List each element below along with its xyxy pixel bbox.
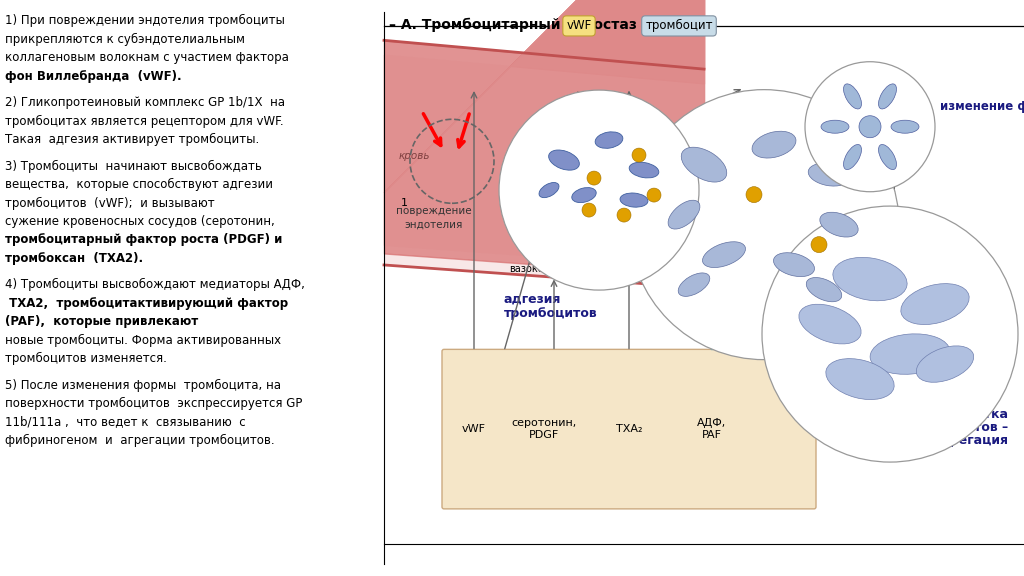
Ellipse shape <box>833 257 907 301</box>
Text: тромбоцитарный фактор роста (PDGF) и: тромбоцитарный фактор роста (PDGF) и <box>5 233 283 247</box>
Text: тромбоцитов изменяется.: тромбоцитов изменяется. <box>5 352 167 365</box>
Ellipse shape <box>629 162 658 178</box>
Text: тромбоцитах является рецептором для vWF.: тромбоцитах является рецептором для vWF. <box>5 115 284 128</box>
Text: 1) При повреждении эндотелия тромбоциты: 1) При повреждении эндотелия тромбоциты <box>5 14 285 28</box>
Text: активация: активация <box>656 217 731 230</box>
Text: АДФ,
PAF: АДФ, PAF <box>697 418 727 440</box>
Circle shape <box>762 206 1018 462</box>
Ellipse shape <box>879 84 896 109</box>
Ellipse shape <box>844 84 861 109</box>
Ellipse shape <box>870 334 950 374</box>
Ellipse shape <box>821 120 849 133</box>
Ellipse shape <box>621 193 648 207</box>
Text: адгезия: адгезия <box>504 292 561 305</box>
Text: 3: 3 <box>728 293 735 306</box>
Text: 11b/111a ,  что ведет к  связыванию  с: 11b/111a , что ведет к связыванию с <box>5 415 246 429</box>
Text: 4: 4 <box>810 194 817 207</box>
Ellipse shape <box>825 359 894 400</box>
Text: 4) Тромбоциты высвобождают медиаторы АДФ,: 4) Тромбоциты высвобождают медиаторы АДФ… <box>5 278 305 291</box>
Text: vWF: vWF <box>462 424 486 434</box>
Circle shape <box>632 148 646 162</box>
Circle shape <box>805 62 935 192</box>
Text: тромбоцитов –: тромбоцитов – <box>904 421 1008 434</box>
Text: эндотелия: эндотелия <box>404 219 463 229</box>
Ellipse shape <box>891 120 919 133</box>
Ellipse shape <box>916 346 974 382</box>
Text: вещества,  которые способствуют адгезии: вещества, которые способствуют адгезии <box>5 178 273 191</box>
Text: ТХА2,  тромбоцитактивирующий фактор: ТХА2, тромбоцитактивирующий фактор <box>5 297 288 310</box>
Text: сужение кровеносных сосудов (серотонин,: сужение кровеносных сосудов (серотонин, <box>5 215 274 228</box>
Ellipse shape <box>879 145 896 169</box>
Text: тромбоксан  (ТХА2).: тромбоксан (ТХА2). <box>5 252 143 265</box>
Text: новые тромбоциты. Форма активированных: новые тромбоциты. Форма активированных <box>5 334 282 347</box>
Text: фон Виллебранда  (vWF).: фон Виллебранда (vWF). <box>5 70 181 83</box>
Text: 2) Гликопротеиновый комплекс GP 1b/1X  на: 2) Гликопротеиновый комплекс GP 1b/1X на <box>5 96 285 109</box>
Text: фибриноген: фибриноген <box>824 184 896 194</box>
Circle shape <box>629 90 899 359</box>
Ellipse shape <box>859 116 881 138</box>
Polygon shape <box>384 40 705 288</box>
Ellipse shape <box>901 283 969 324</box>
Ellipse shape <box>549 150 580 170</box>
Text: тромбоцитов: тромбоцитов <box>647 202 740 215</box>
Text: агрегация: агрегация <box>935 434 1008 447</box>
Circle shape <box>617 208 631 222</box>
Circle shape <box>746 187 762 203</box>
Ellipse shape <box>844 145 861 169</box>
Circle shape <box>587 171 601 185</box>
Text: прикрепляются к субэндотелиальным: прикрепляются к субэндотелиальным <box>5 33 245 46</box>
Circle shape <box>811 237 827 253</box>
Ellipse shape <box>799 304 861 344</box>
Text: 5) После изменения формы  тромбоцита, на: 5) После изменения формы тромбоцита, на <box>5 378 282 392</box>
Ellipse shape <box>752 131 796 158</box>
Ellipse shape <box>668 200 700 229</box>
Text: повреждение: повреждение <box>396 206 472 216</box>
Ellipse shape <box>681 147 727 182</box>
Text: тромбоцитов  (vWF);  и вызывают: тромбоцитов (vWF); и вызывают <box>5 196 215 210</box>
Text: поверхности тромбоцитов  экспрессируется GP: поверхности тромбоцитов экспрессируется … <box>5 397 302 410</box>
Ellipse shape <box>773 253 814 276</box>
Ellipse shape <box>806 278 842 302</box>
Text: изменение формы: изменение формы <box>940 100 1024 113</box>
Text: Такая  адгезия активирует тромбоциты.: Такая адгезия активирует тромбоциты. <box>5 133 259 146</box>
Ellipse shape <box>678 273 710 297</box>
Ellipse shape <box>808 163 850 186</box>
Text: ТХА₂: ТХА₂ <box>615 424 642 434</box>
Text: коллагеновым волокнам с участием фактора: коллагеновым волокнам с участием фактора <box>5 51 289 65</box>
Text: фибриногеном  и  агрегации тромбоцитов.: фибриногеном и агрегации тромбоцитов. <box>5 434 274 447</box>
Text: – А. Тромбоцитарный гемостаз: – А. Тромбоцитарный гемостаз <box>389 17 637 32</box>
Ellipse shape <box>595 132 623 149</box>
Text: серотонин,
PDGF: серотонин, PDGF <box>511 418 577 440</box>
Text: 5: 5 <box>750 444 757 457</box>
Text: 1: 1 <box>401 198 408 209</box>
Text: вазоконстрикция: вазоконстрикция <box>509 264 599 275</box>
Text: тромбоцит: тромбоцит <box>645 20 713 32</box>
Ellipse shape <box>539 183 559 198</box>
Text: замедление
кровотока: замедление кровотока <box>523 195 585 217</box>
Circle shape <box>499 90 699 290</box>
Text: коллаген: коллаген <box>579 275 630 285</box>
Circle shape <box>647 188 662 202</box>
Text: тромбоцитов: тромбоцитов <box>504 307 598 320</box>
Text: 2: 2 <box>686 292 694 305</box>
Ellipse shape <box>820 212 858 237</box>
Ellipse shape <box>702 242 745 267</box>
FancyBboxPatch shape <box>442 350 816 509</box>
Text: кровь: кровь <box>399 150 430 161</box>
Text: (PAF),  которые привлекают: (PAF), которые привлекают <box>5 315 199 328</box>
Text: секреция: секреция <box>688 270 756 283</box>
Text: 3) Тромбоциты  начинают высвобождать: 3) Тромбоциты начинают высвобождать <box>5 160 262 173</box>
Text: образование сгустка: образование сгустка <box>858 408 1008 421</box>
Text: vWF: vWF <box>566 20 592 32</box>
Circle shape <box>582 203 596 217</box>
Ellipse shape <box>571 188 596 203</box>
